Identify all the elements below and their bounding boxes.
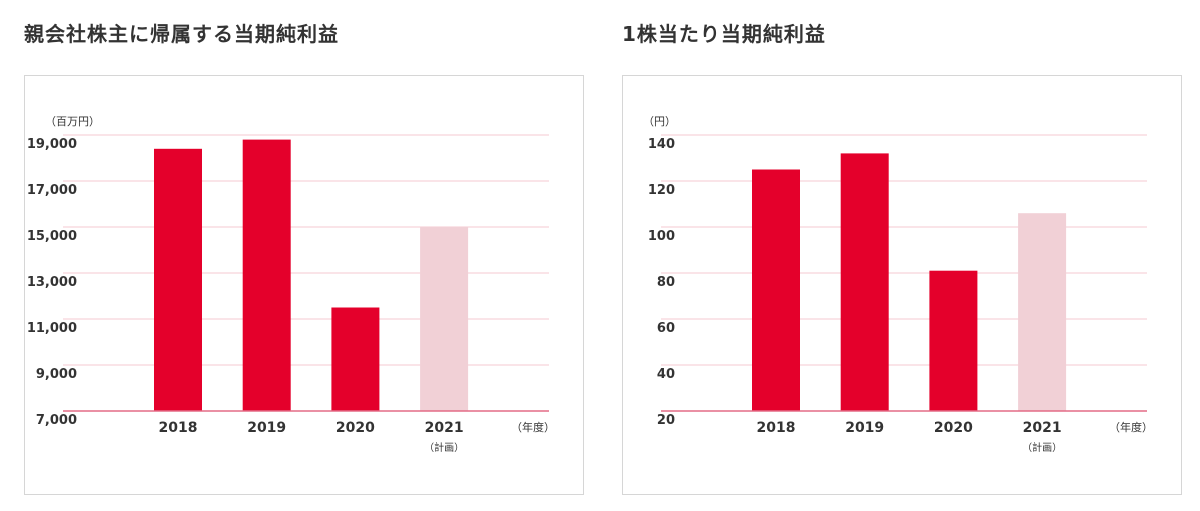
x-unit-label: （年度）: [511, 420, 555, 434]
y-unit-label: （円）: [643, 115, 676, 128]
bar-2020: [331, 307, 380, 411]
bar-2020: [929, 270, 978, 411]
chart-title-net-income: 親会社株主に帰属する当期純利益: [24, 22, 339, 46]
y-tick-label: 11,000: [27, 321, 77, 336]
y-tick-label: 80: [657, 275, 675, 290]
bar-2018: [752, 169, 800, 411]
y-tick-label: 60: [657, 321, 675, 336]
y-tick-label: 9,000: [36, 367, 77, 382]
chart-title-eps: 1株当たり当期純利益: [622, 22, 826, 46]
y-unit-label: （百万円）: [45, 115, 100, 128]
x-tick-label: 2021: [425, 420, 464, 436]
bar-2021: [1018, 213, 1067, 411]
chart-net-income: （百万円） 7,000 9,000 11,000 13,000 15,000 17,000 1…: [27, 115, 555, 454]
x-tick-label: 2019: [845, 420, 884, 436]
y-tick-label: 7,000: [36, 413, 77, 428]
x-tick-label: 2018: [159, 420, 198, 436]
x-unit-label: （年度）: [1109, 420, 1153, 434]
y-tick-label: 19,000: [27, 137, 77, 152]
x-tick-note: （計画）: [424, 441, 464, 454]
y-tick-label: 20: [657, 413, 675, 428]
x-tick-note: （計画）: [1022, 441, 1062, 454]
y-tick-label: 40: [657, 367, 675, 382]
y-tick-label: 120: [648, 183, 675, 198]
bar-2019: [242, 139, 291, 411]
x-tick-label: 2018: [757, 420, 796, 436]
x-tick-label: 2020: [336, 420, 375, 436]
x-tick-label: 2021: [1023, 420, 1062, 436]
y-tick-label: 15,000: [27, 229, 77, 244]
chart-panel-net-income: （百万円） 7,000 9,000 11,000 13,000 15,000 17,000 1…: [24, 75, 584, 495]
y-tick-label: 100: [648, 229, 675, 244]
x-tick-label: 2019: [247, 420, 286, 436]
bar-2018: [154, 148, 202, 412]
chart-panel-eps: （円） 20 40 60 80 100 120 140 2018 2019 2020 2021 （計画）…: [622, 75, 1182, 495]
bar-2021: [420, 227, 469, 411]
x-tick-label: 2020: [934, 420, 973, 436]
bar-2019: [840, 153, 889, 411]
chart-eps: （円） 20 40 60 80 100 120 140 2018 2019 2020 2021 （計画）…: [643, 115, 1153, 454]
y-tick-label: 13,000: [27, 275, 77, 290]
y-tick-label: 140: [648, 137, 675, 152]
y-tick-label: 17,000: [27, 183, 77, 198]
